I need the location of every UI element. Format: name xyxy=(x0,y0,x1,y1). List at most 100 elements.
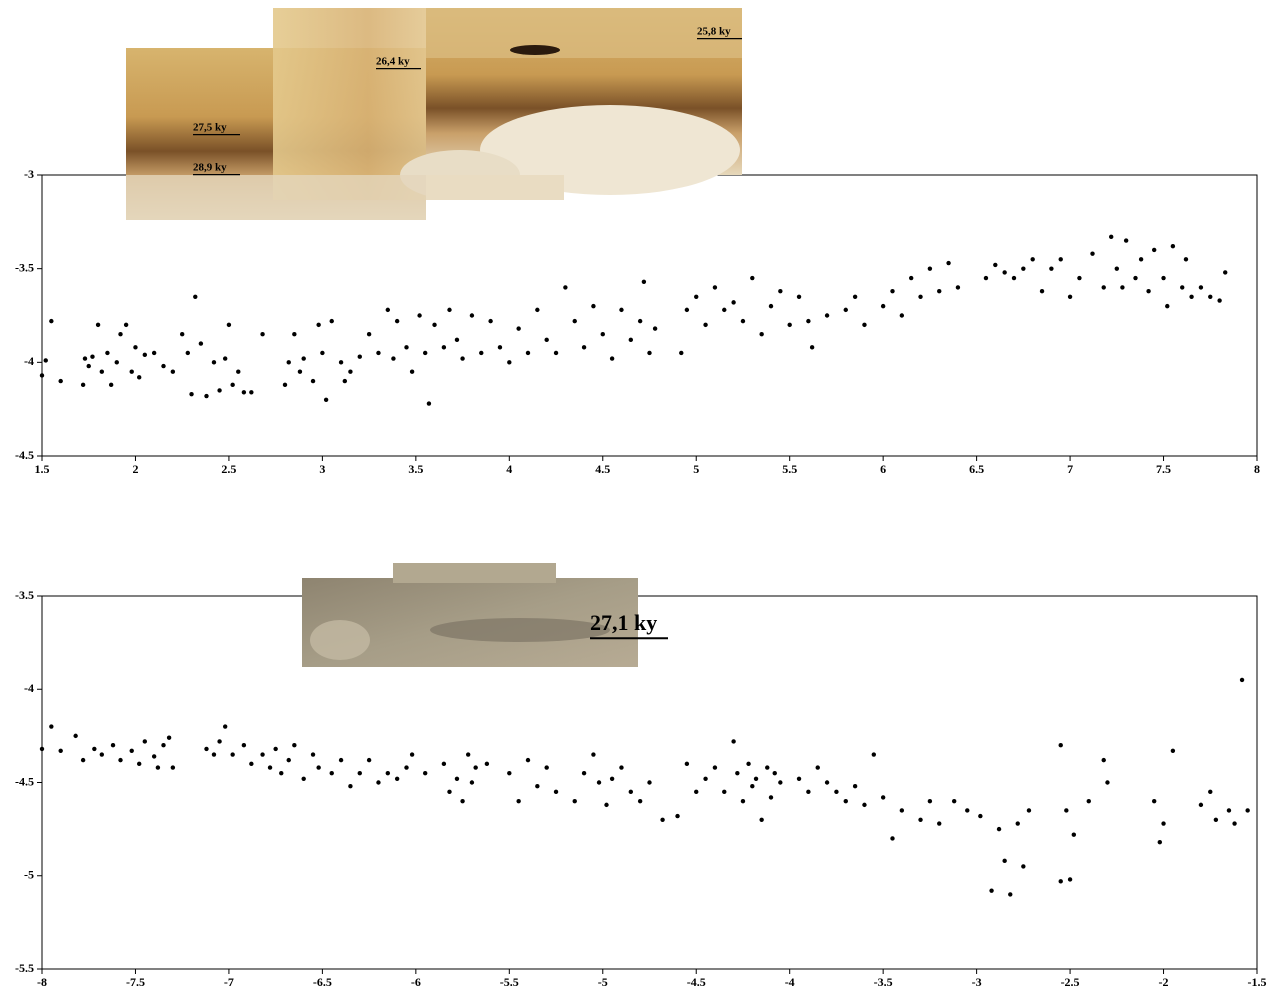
point xyxy=(40,373,44,377)
photo-bottom xyxy=(302,563,638,667)
point xyxy=(479,351,483,355)
point xyxy=(386,771,390,775)
point xyxy=(816,765,820,769)
point xyxy=(40,747,44,751)
point xyxy=(1105,780,1109,784)
point xyxy=(1049,266,1053,270)
point xyxy=(806,790,810,794)
point xyxy=(642,280,646,284)
point xyxy=(787,323,791,327)
point xyxy=(161,743,165,747)
point xyxy=(544,338,548,342)
point xyxy=(223,356,227,360)
point xyxy=(937,289,941,293)
point xyxy=(133,345,137,349)
y-tick-label: -3 xyxy=(24,167,34,181)
point xyxy=(358,771,362,775)
point xyxy=(376,780,380,784)
point xyxy=(563,285,567,289)
x-tick-label: 4.5 xyxy=(595,462,610,476)
point xyxy=(1184,257,1188,261)
point xyxy=(58,379,62,383)
point xyxy=(660,818,664,822)
point xyxy=(92,747,96,751)
point xyxy=(1165,304,1169,308)
point xyxy=(750,276,754,280)
point xyxy=(204,747,208,751)
point xyxy=(330,319,334,323)
point xyxy=(1180,285,1184,289)
point xyxy=(1090,251,1094,255)
x-tick-label: 7 xyxy=(1067,462,1073,476)
x-tick-label: -2 xyxy=(1159,975,1169,989)
point xyxy=(447,790,451,794)
point xyxy=(1171,749,1175,753)
point xyxy=(96,323,100,327)
point xyxy=(604,803,608,807)
point xyxy=(694,295,698,299)
point xyxy=(298,370,302,374)
point xyxy=(872,752,876,756)
point xyxy=(1059,879,1063,883)
point xyxy=(1146,289,1150,293)
point xyxy=(1102,758,1106,762)
x-tick-label: 2.5 xyxy=(221,462,236,476)
point xyxy=(152,754,156,758)
y-tick-label: -4 xyxy=(24,354,34,368)
x-tick-label: 1.5 xyxy=(35,462,50,476)
point xyxy=(49,724,53,728)
point xyxy=(731,300,735,304)
point xyxy=(685,308,689,312)
point xyxy=(1120,285,1124,289)
point xyxy=(544,765,548,769)
point xyxy=(87,364,91,368)
point xyxy=(516,799,520,803)
point xyxy=(844,308,848,312)
point xyxy=(778,780,782,784)
point xyxy=(516,326,520,330)
point xyxy=(773,771,777,775)
point xyxy=(100,752,104,756)
point xyxy=(432,323,436,327)
point xyxy=(735,771,739,775)
point xyxy=(186,351,190,355)
point xyxy=(1115,266,1119,270)
point xyxy=(703,777,707,781)
point xyxy=(713,765,717,769)
point xyxy=(1171,244,1175,248)
point xyxy=(937,821,941,825)
point xyxy=(143,353,147,357)
point xyxy=(316,765,320,769)
point xyxy=(769,795,773,799)
point xyxy=(143,739,147,743)
point xyxy=(1161,276,1165,280)
point xyxy=(900,808,904,812)
point xyxy=(236,370,240,374)
point xyxy=(1012,276,1016,280)
point xyxy=(722,308,726,312)
point xyxy=(83,356,87,360)
point xyxy=(993,263,997,267)
point xyxy=(759,332,763,336)
point xyxy=(1102,285,1106,289)
y-tick-label: -5 xyxy=(24,868,34,882)
point xyxy=(741,319,745,323)
y-tick-label: -4.5 xyxy=(15,774,34,788)
x-tick-label: -5.5 xyxy=(500,975,519,989)
point xyxy=(900,313,904,317)
point xyxy=(946,261,950,265)
point xyxy=(765,765,769,769)
point xyxy=(124,323,128,327)
point xyxy=(111,743,115,747)
point xyxy=(526,351,530,355)
point xyxy=(470,313,474,317)
point xyxy=(100,370,104,374)
point xyxy=(49,319,53,323)
point xyxy=(404,765,408,769)
point xyxy=(324,398,328,402)
point xyxy=(1021,864,1025,868)
y-tick-label: -4 xyxy=(24,681,34,695)
x-tick-label: 2 xyxy=(132,462,138,476)
point xyxy=(1021,266,1025,270)
point xyxy=(1217,298,1221,302)
